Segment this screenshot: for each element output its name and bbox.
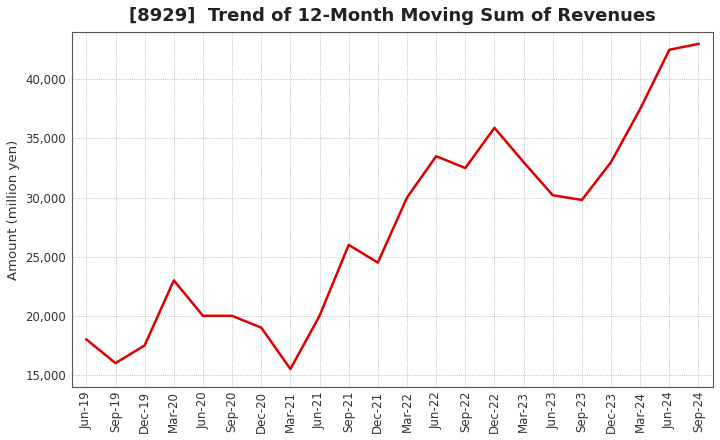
Y-axis label: Amount (million yen): Amount (million yen) — [7, 139, 20, 279]
Title: [8929]  Trend of 12-Month Moving Sum of Revenues: [8929] Trend of 12-Month Moving Sum of R… — [129, 7, 656, 25]
